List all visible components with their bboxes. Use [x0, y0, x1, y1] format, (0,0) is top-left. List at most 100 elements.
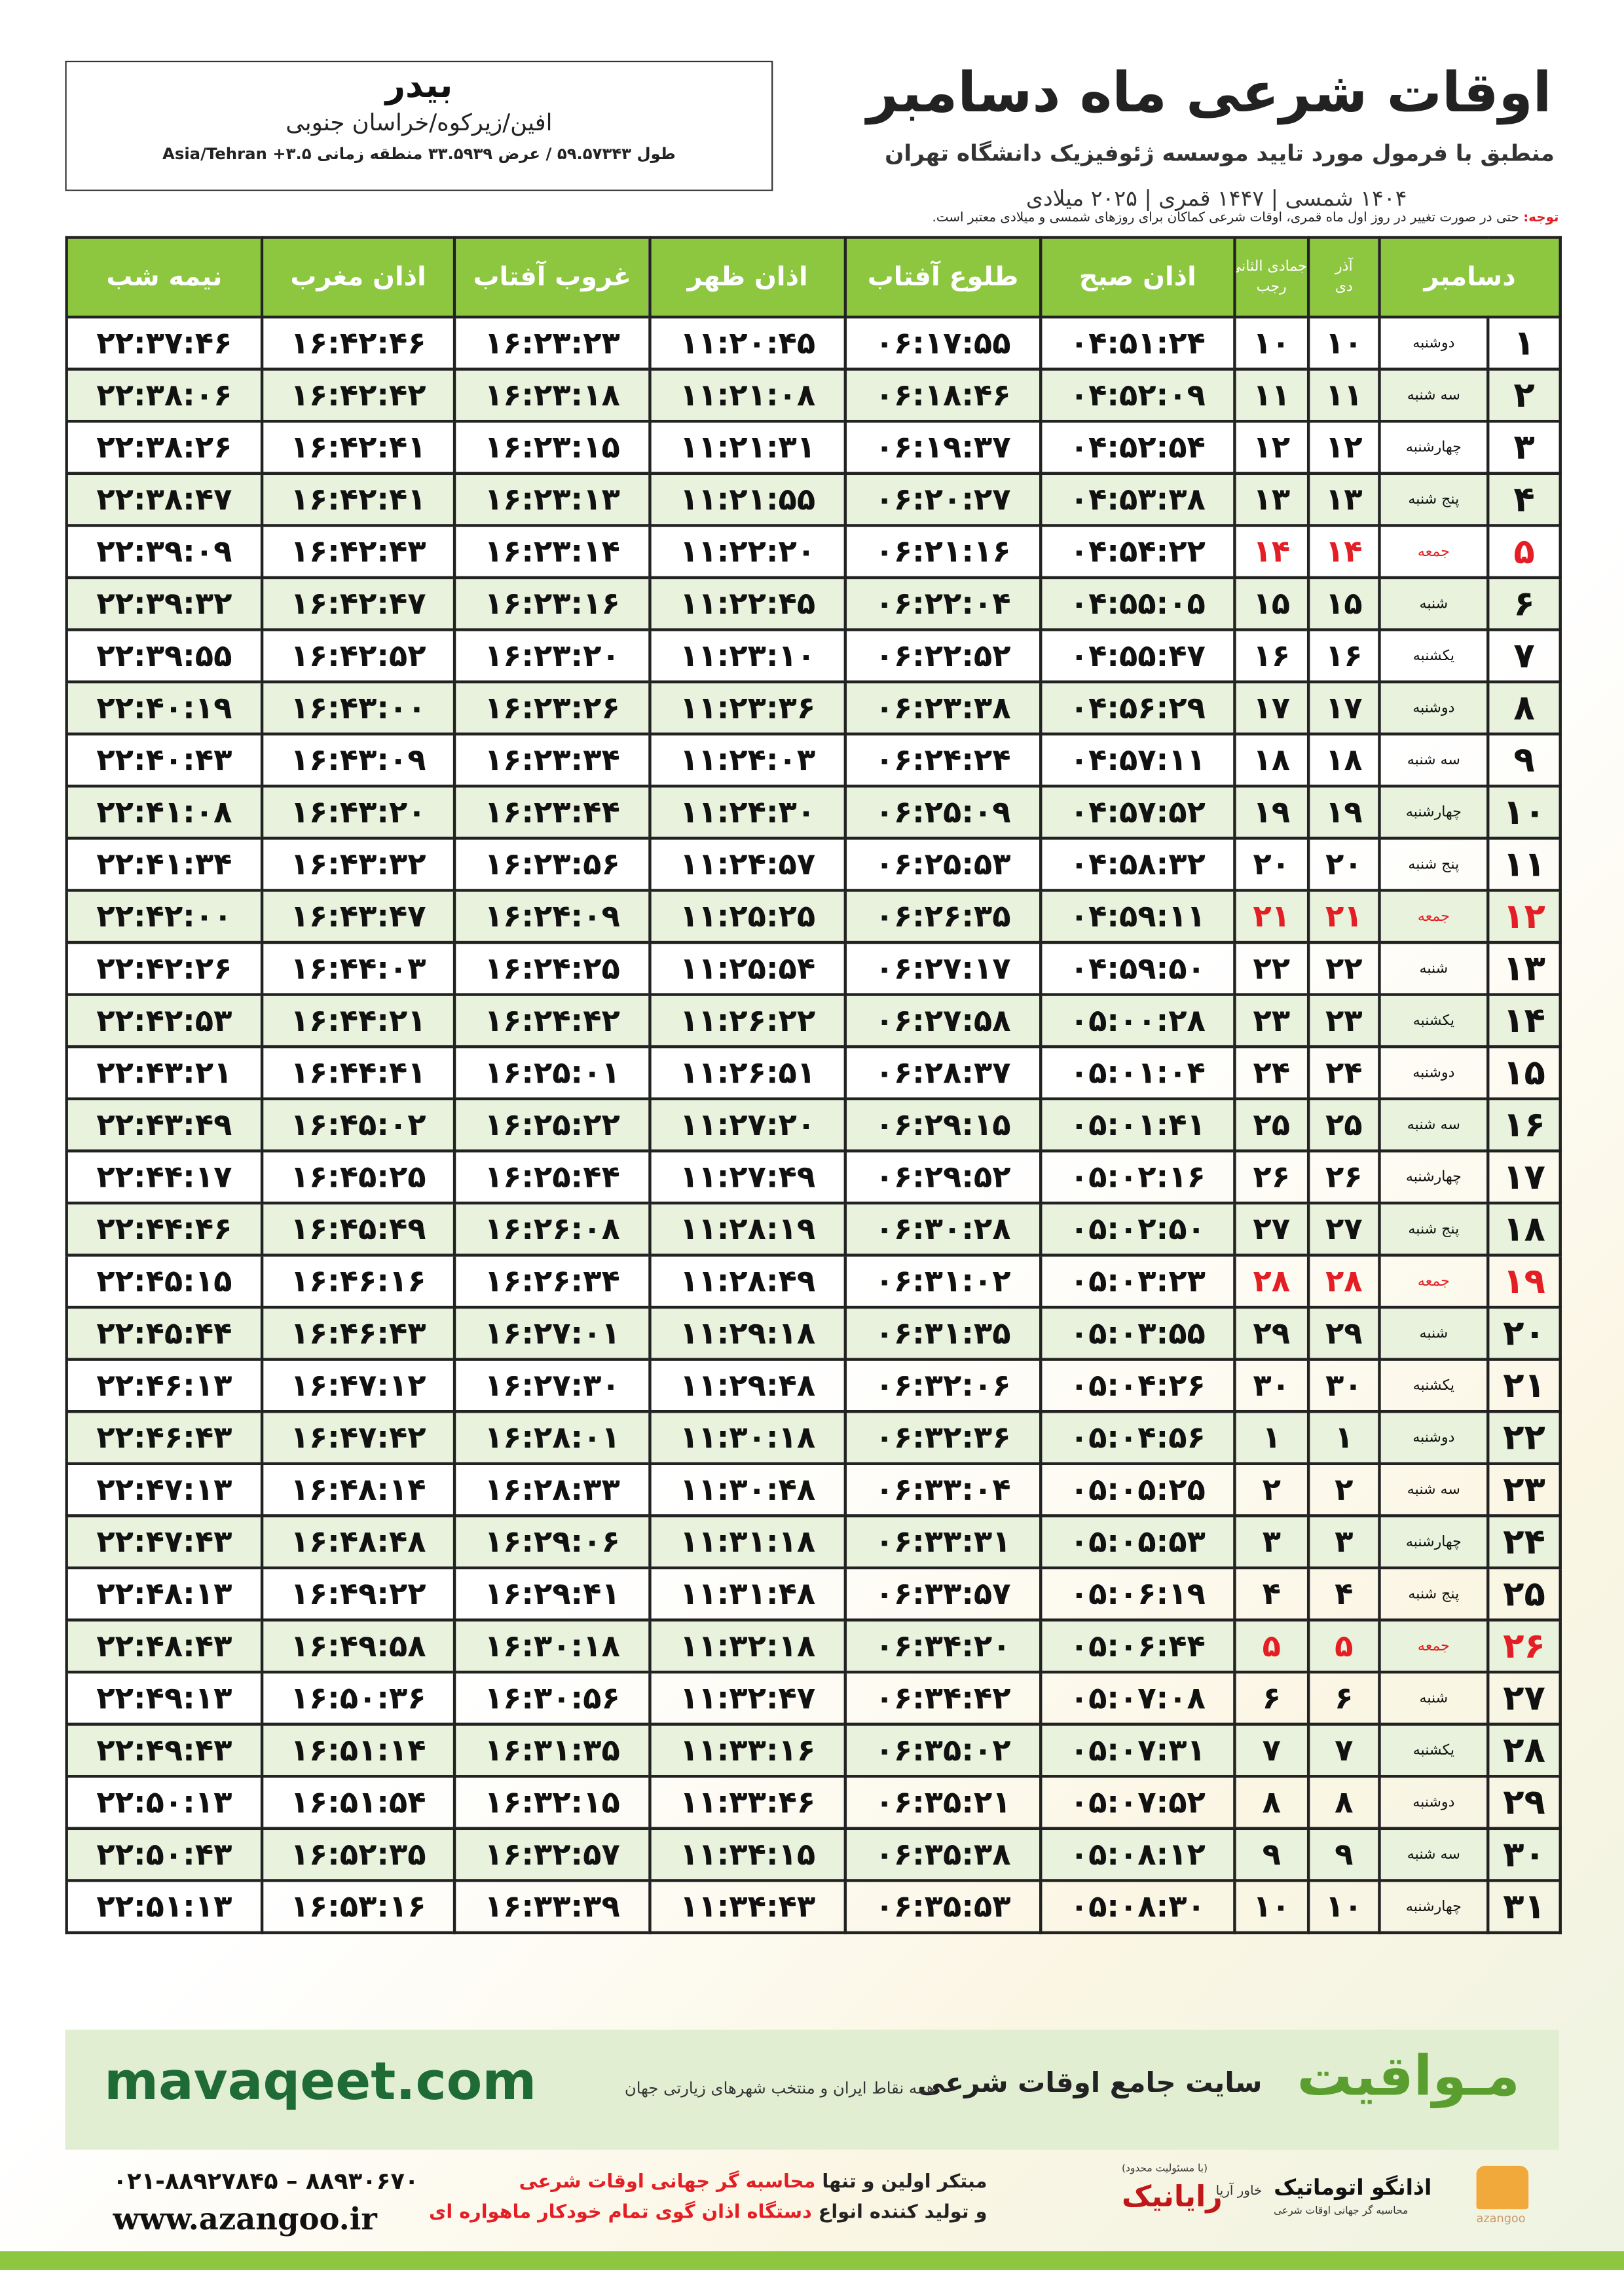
- day-number: ۱۹: [1486, 1254, 1562, 1309]
- solar-day: ۲: [1306, 1462, 1381, 1517]
- solar-day: ۶: [1306, 1670, 1381, 1726]
- time: ۱۶:۲۴:۰۹: [452, 889, 652, 944]
- time: ۱۶:۴۲:۵۲: [260, 628, 456, 684]
- solar-day: ۲۹: [1306, 1305, 1381, 1361]
- hijri-day: ۹: [1233, 1827, 1310, 1882]
- hijri-day: ۸: [1233, 1775, 1310, 1831]
- time: ۰۵:۰۵:۵۳: [1039, 1514, 1236, 1570]
- time: ۱۶:۳۰:۵۶: [452, 1670, 652, 1726]
- day-number: ۷: [1486, 628, 1562, 684]
- brand: مـواقیت: [1297, 2044, 1520, 2108]
- time: ۰۵:۰۷:۵۲: [1039, 1775, 1236, 1831]
- time: ۲۲:۵۰:۴۳: [65, 1827, 264, 1882]
- solar-day: ۱۰: [1306, 1879, 1381, 1935]
- weekday: جمعه: [1378, 1618, 1490, 1674]
- time: ۱۱:۲۵:۲۵: [648, 889, 847, 944]
- day-number: ۲۲: [1486, 1409, 1562, 1465]
- weekday: دوشنبه: [1378, 1775, 1490, 1831]
- day-number: ۹: [1486, 732, 1562, 788]
- table-row: ۲۰ شنبه ۲۹ ۲۹ ۰۵:۰۳:۵۵ ۰۶:۳۱:۳۵ ۱۱:۲۹:۱۸ ۱۶:۲۷:…: [65, 1305, 1562, 1361]
- time: ۱۶:۴۲:۴۱: [260, 420, 456, 475]
- site-url[interactable]: mavaqeet.com: [104, 2053, 537, 2113]
- time: ۰۴:۵۵:۴۷: [1039, 628, 1236, 684]
- time: ۰۴:۵۷:۱۱: [1039, 732, 1236, 788]
- weekday: پنج شنبه: [1378, 836, 1490, 892]
- time: ۰۶:۲۹:۱۵: [843, 1097, 1043, 1153]
- solar-day: ۵: [1306, 1618, 1381, 1674]
- city: بیدر: [385, 65, 453, 106]
- day-number: ۱۵: [1486, 1045, 1562, 1100]
- time: ۲۲:۴۱:۳۴: [65, 836, 264, 892]
- time: ۱۶:۴۶:۱۶: [260, 1254, 456, 1309]
- weekday: یکشنبه: [1378, 628, 1490, 684]
- time: ۱۶:۴۶:۴۳: [260, 1305, 456, 1361]
- solar-day: ۱۰: [1306, 315, 1381, 371]
- table-row: ۱۹ جمعه ۲۸ ۲۸ ۰۵:۰۳:۲۳ ۰۶:۳۱:۰۲ ۱۱:۲۸:۴۹ ۱۶:۲۶:…: [65, 1254, 1562, 1309]
- solar-day: ۱۲: [1306, 420, 1381, 475]
- table-row: ۵ جمعه ۱۴ ۱۴ ۰۴:۵۴:۲۲ ۰۶:۲۱:۱۶ ۱۱:۲۲:۲۰ ۱۶:۲۳:۱…: [65, 524, 1562, 580]
- time: ۱۶:۲۳:۱۵: [452, 420, 652, 475]
- time: ۱۶:۴۳:۰۰: [260, 680, 456, 735]
- solar-day: ۱۹: [1306, 785, 1381, 840]
- time: ۱۶:۲۶:۳۴: [452, 1254, 652, 1309]
- time: ۰۴:۵۲:۵۴: [1039, 420, 1236, 475]
- weekday: دوشنبه: [1378, 680, 1490, 735]
- time: ۰۴:۵۹:۱۱: [1039, 889, 1236, 944]
- hijri-day: ۱۵: [1233, 576, 1310, 631]
- time: ۱۶:۵۱:۱۴: [260, 1722, 456, 1778]
- hijri-day: ۲۱: [1233, 889, 1310, 944]
- weekday: پنج شنبه: [1378, 1566, 1490, 1622]
- time: ۰۵:۰۱:۴۱: [1039, 1097, 1236, 1153]
- table-row: ۶ شنبه ۱۵ ۱۵ ۰۴:۵۵:۰۵ ۰۶:۲۲:۰۴ ۱۱:۲۲:۴۵ ۱۶:۲۳:۱…: [65, 576, 1562, 631]
- weekday: جمعه: [1378, 889, 1490, 944]
- time: ۱۱:۲۱:۳۱: [648, 420, 847, 475]
- weekday: شنبه: [1378, 576, 1490, 631]
- day-number: ۱۳: [1486, 940, 1562, 996]
- weekday: یکشنبه: [1378, 1358, 1490, 1413]
- table-row: ۱۳ شنبه ۲۲ ۲۲ ۰۴:۵۹:۵۰ ۰۶:۲۷:۱۷ ۱۱:۲۵:۵۴ ۱۶:۲۴:…: [65, 940, 1562, 996]
- time: ۲۲:۴۲:۵۳: [65, 993, 264, 1049]
- time: ۱۱:۲۷:۲۰: [648, 1097, 847, 1153]
- time: ۱۶:۴۹:۵۸: [260, 1618, 456, 1674]
- header-time: اذان ظهر: [648, 236, 847, 319]
- time: ۱۶:۲۳:۵۶: [452, 836, 652, 892]
- location-box: بیدر افین/زیرکوه/خراسان جنوبی طول ۵۹.۵۷۳…: [65, 60, 773, 191]
- footer-line: مبتکر اولین و تنها محاسبه گر جهانی اوقات…: [519, 2172, 987, 2193]
- day-number: ۲: [1486, 367, 1562, 423]
- note-label: توجه:: [1523, 211, 1559, 226]
- time: ۱۶:۲۵:۴۴: [452, 1149, 652, 1205]
- header-time: غروب آفتاب: [452, 236, 652, 319]
- hijri-day: ۱۷: [1233, 680, 1310, 735]
- time: ۰۶:۲۲:۰۴: [843, 576, 1043, 631]
- time: ۱۶:۲۳:۲۰: [452, 628, 652, 684]
- solar-day: ۱۶: [1306, 628, 1381, 684]
- solar-day: ۱۱: [1306, 367, 1381, 423]
- time: ۲۲:۴۹:۴۳: [65, 1722, 264, 1778]
- time: ۲۲:۴۶:۴۳: [65, 1409, 264, 1465]
- hijri-day: ۱۲: [1233, 420, 1310, 475]
- logo-note: (با مسئولیت محدود): [1122, 2163, 1208, 2175]
- time: ۰۵:۰۷:۰۸: [1039, 1670, 1236, 1726]
- dates: ۱۴۰۴ شمسی | ۱۴۴۷ قمری | ۲۰۲۵ میلادی: [1025, 185, 1407, 212]
- hijri-day: ۲۲: [1233, 940, 1310, 996]
- time: ۱۶:۳۱:۳۵: [452, 1722, 652, 1778]
- logo-azangoo: اذانگو اتوماتیک: [1274, 2174, 1432, 2201]
- time: ۲۲:۴۴:۴۶: [65, 1201, 264, 1257]
- time: ۱۶:۲۳:۳۴: [452, 732, 652, 788]
- time: ۱۶:۵۱:۵۴: [260, 1775, 456, 1831]
- time: ۰۶:۳۴:۴۲: [843, 1670, 1043, 1726]
- day-number: ۲۸: [1486, 1722, 1562, 1778]
- time: ۱۶:۴۸:۴۸: [260, 1514, 456, 1570]
- time: ۱۶:۲۳:۱۴: [452, 524, 652, 580]
- time: ۰۵:۰۲:۱۶: [1039, 1149, 1236, 1205]
- time: ۰۶:۳۳:۳۱: [843, 1514, 1043, 1570]
- header-time: اذان صبح: [1039, 236, 1236, 319]
- time: ۱۶:۵۰:۳۶: [260, 1670, 456, 1726]
- weekday: سه شنبه: [1378, 1097, 1490, 1153]
- time: ۲۲:۳۹:۵۵: [65, 628, 264, 684]
- note: توجه: حتی در صورت تغییر در روز اول ماه ق…: [932, 212, 1559, 226]
- time: ۰۴:۵۹:۵۰: [1039, 940, 1236, 996]
- table-row: ۷ یکشنبه ۱۶ ۱۶ ۰۴:۵۵:۴۷ ۰۶:۲۲:۵۲ ۱۱:۲۳:۱۰ ۱۶:۲۳…: [65, 628, 1562, 684]
- website[interactable]: www.azangoo.ir: [113, 2200, 377, 2237]
- day-number: ۵: [1486, 524, 1562, 580]
